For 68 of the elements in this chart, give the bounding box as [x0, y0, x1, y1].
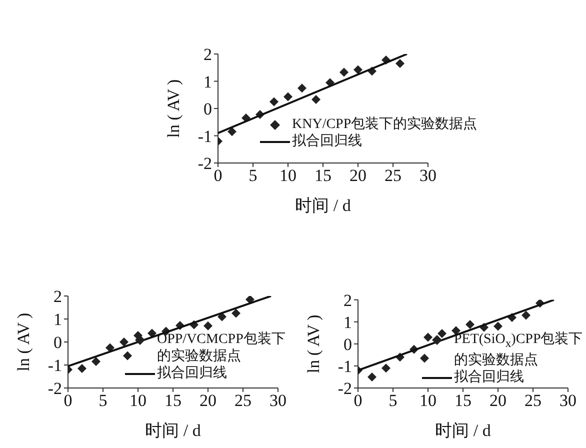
x-tick-label: 5 [248, 166, 258, 186]
x-tick-label: 15 [314, 166, 332, 186]
y-tick-label: 1 [54, 310, 62, 330]
y-tick-label: -1 [198, 126, 212, 146]
point [204, 321, 212, 330]
y-tick-label: 2 [344, 290, 352, 310]
x-tick-label: 20 [350, 166, 366, 186]
legend-label: 拟合回归线 [157, 365, 228, 382]
point [438, 329, 446, 338]
point [368, 372, 376, 382]
point [92, 357, 100, 366]
y-tick-label: -1 [338, 356, 352, 376]
point [123, 351, 132, 360]
point [494, 322, 502, 331]
x-tick-label: 5 [98, 391, 108, 410]
x-tick-label: 30 [560, 391, 576, 410]
legend-label: KNY/CPP包装下的实验数据点 [292, 116, 478, 133]
point [382, 364, 390, 373]
y-tick-label: 0 [344, 334, 352, 354]
y-axis-title: ln ( AV ) [14, 312, 34, 372]
x-tick-label: 25 [234, 391, 252, 410]
point [354, 65, 362, 74]
x-axis-title: 时间 / d [145, 421, 202, 440]
y-tick-label: 2 [204, 45, 212, 64]
y-tick-label: -2 [48, 379, 62, 398]
y-tick-label: -1 [48, 356, 62, 376]
y-tick-label: 0 [54, 333, 62, 352]
x-tick-label: 25 [384, 166, 402, 186]
y-tick-label: 1 [344, 312, 352, 332]
x-tick-label: 20 [490, 391, 506, 410]
point [424, 332, 432, 342]
point [340, 68, 348, 77]
point [298, 84, 306, 93]
x-tick-label: 5 [388, 391, 398, 410]
y-tick-label: 2 [54, 287, 62, 306]
y-tick-label: -2 [198, 154, 212, 174]
legend-label: 拟合回归线 [292, 133, 363, 150]
y-tick-label: -2 [338, 379, 352, 398]
point [396, 59, 404, 68]
point [78, 364, 86, 373]
point [246, 296, 254, 304]
y-tick-label: 1 [204, 72, 212, 92]
point [466, 320, 474, 329]
x-tick-label: 10 [130, 391, 146, 410]
point [120, 338, 128, 346]
y-axis-title: ln ( AV ) [164, 79, 184, 138]
x-tick-label: 15 [164, 391, 182, 410]
x-tick-label: 15 [454, 391, 472, 410]
x-axis-title: 时间 / d [435, 421, 492, 440]
point [270, 97, 278, 106]
x-axis-title: 时间 / d [295, 196, 352, 216]
y-axis-title: ln ( AV ) [304, 314, 324, 374]
x-tick-label: 20 [200, 391, 216, 410]
point [420, 354, 429, 363]
point [228, 127, 236, 136]
x-tick-label: 25 [524, 391, 542, 410]
x-tick-label: 30 [420, 166, 436, 186]
point [312, 95, 320, 104]
x-tick-label: 10 [420, 391, 436, 410]
point [232, 308, 240, 318]
x-tick-label: 10 [280, 166, 296, 186]
legend-label: OPP/VCMCPP包装下的实验数据点 [157, 331, 286, 365]
x-tick-label: 30 [270, 391, 286, 410]
legend-label: 拟合回归线 [454, 368, 525, 386]
legend-label: PET(SiO$_{x}$)CPP包装下的实验数据点 [454, 331, 584, 369]
point [522, 310, 530, 320]
point [284, 92, 292, 102]
y-tick-label: 0 [204, 100, 212, 119]
